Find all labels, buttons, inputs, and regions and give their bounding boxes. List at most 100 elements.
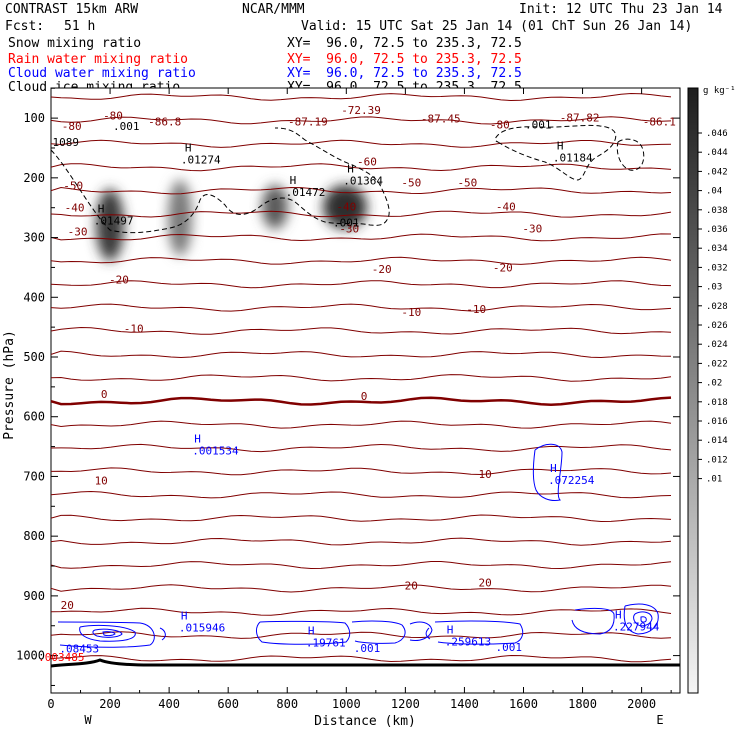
x-tick-label: 2000 [627,697,656,711]
temperature-contour-label: -80 [62,120,82,133]
temperature-contour-label: -50 [401,177,421,190]
temperature-contour [51,396,672,407]
cloud-water-contour [434,620,524,645]
temperature-contour [51,654,672,663]
plot-frame [50,87,681,694]
snow-max-marker: H [185,142,192,155]
temperature-contour-label: -30 [522,223,542,236]
temperature-contour-label: -20 [372,263,392,276]
snow-max-value: .01364 [343,174,383,187]
x-tick-label: 200 [99,697,121,711]
colorbar-tick-label: .044 [706,148,728,158]
snow-blob [323,185,367,229]
chart-title: CONTRAST 15km ARW [5,2,139,17]
snow-max-value: .01497 [94,214,134,227]
colorbar-tick-label: .028 [706,302,728,312]
ground-line [51,658,680,668]
y-tick-label: 300 [23,231,45,245]
cloud-ice-label: .001 [113,120,140,133]
cloud-water-max-marker: H [194,432,201,445]
y-tick-label: 1000 [16,649,45,663]
temperature-contour-label: 10 [95,475,108,488]
cloud-water-contour [92,628,123,638]
temperature-contour [51,163,672,172]
temperature-contour-label: -20 [109,273,129,286]
snow-shading [96,180,367,261]
cloud-ice-contour [616,138,645,171]
temperature-contour-label: 0 [361,390,368,403]
temperature-contour-label: -72.39 [341,104,381,117]
colorbar-tick-label: .01 [706,475,722,485]
temperature-contour [51,92,672,102]
center-label: NCAR/MMM [242,2,305,17]
cloud-ice-contour [51,127,390,234]
cloud-water-contour [351,620,406,644]
cloud-water-max-value: .227944 [613,621,660,634]
cloud-water-max-marker: H [615,609,622,622]
cloud-water-contours [57,443,659,648]
rain-labels: .003485 [38,651,84,664]
cloud-ice-label: 1089 [53,136,80,149]
temperature-contour [51,210,672,218]
y-axis-label: Pressure (hPa) [2,330,17,440]
field-xy-cloud-water: XY= 96.0, 72.5 to 235.3, 72.5 [287,66,522,81]
x-tick-label: 400 [158,697,180,711]
field-name-rain: Rain water mixing ratio [8,52,189,67]
colorbar-tick-label: .046 [706,129,728,139]
temperature-contour [51,420,672,429]
temperature-contour [51,116,672,125]
temperature-contour-label: -80 [103,110,123,123]
temperature-contour-label: 20 [61,599,74,612]
cloud-water-max-value: .072254 [548,474,595,487]
colorbar-tick-label: .03 [706,283,722,293]
cloud-water-max-value: .001534 [192,444,239,457]
cloud-water-max-marker: H [550,462,557,475]
temperature-contour [51,186,672,195]
colorbar-tick-label: .036 [706,225,728,235]
field-xy-snow: XY= 96.0, 72.5 to 235.3, 72.5 [287,36,522,51]
y-tick-label: 500 [23,350,45,364]
temperature-contour [51,280,672,289]
cloud-water-max-marker: H [308,625,315,638]
snow-max-value: .01472 [286,186,326,199]
temperature-contour [51,326,672,335]
cloud-water-max-value: .19761 [306,637,346,650]
snow-max-marker: H [290,174,297,187]
colorbar-tick-label: .042 [706,167,728,177]
x-endpoint-west: W [84,713,92,727]
cloud-water-max-marker: H [447,623,454,636]
x-tick-label: 1000 [332,697,361,711]
cloud-water-max-marker: H [181,610,188,623]
cloud-ice-labels: .001 .001 .001 1089 [53,119,552,230]
x-tick-label: 0 [47,697,54,711]
colorbar-tick-label: .02 [706,379,722,389]
temperature-contour [51,443,672,453]
init-time: Init: 12 UTC Thu 23 Jan 14 [519,2,723,17]
temperature-contour-label: -30 [68,226,88,239]
temperature-contour [51,514,672,523]
y-tick-label: 100 [23,111,45,125]
temperature-contour-label: 20 [405,580,418,593]
cloud-water-contour [425,627,431,640]
temperature-contour-label: 0 [101,388,108,401]
x-tick-label: 1200 [391,697,420,711]
forecast-label: Fcst: [5,19,45,34]
y-tick-label: 600 [23,410,45,424]
cloud-water-label: .001 [495,641,522,654]
snow-blob [262,185,288,229]
temperature-contour-label: -40 [496,201,516,214]
y-tick-label: 700 [23,469,45,483]
cloud-water-contour [102,631,116,637]
temperature-contour-label: -40 [65,202,85,215]
x-axis-label: Distance (km) [314,714,416,729]
temperature-contour-label: -50 [63,180,83,193]
x-tick-label: 1600 [509,697,538,711]
temperature-contour-label: -20 [493,261,513,274]
y-tick-label: 400 [23,290,45,304]
temperature-contour [51,490,672,499]
field-xy-rain: XY= 96.0, 72.5 to 235.3, 72.5 [287,52,522,67]
temperature-contour [51,139,672,148]
forecast-value: 51 h [64,19,96,34]
cloud-water-contour [159,627,166,641]
